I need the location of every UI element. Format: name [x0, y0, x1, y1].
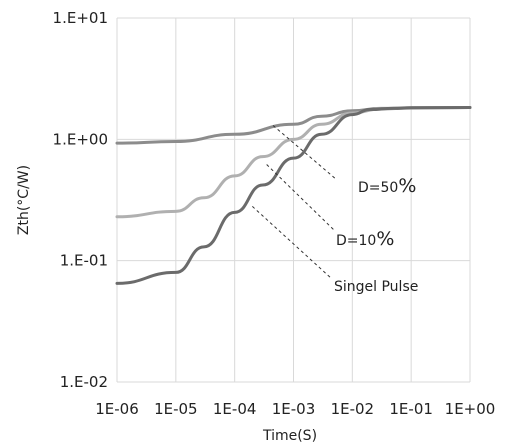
x-tick-label: 1E-03: [272, 400, 316, 418]
annotation-label: D=10%: [336, 228, 394, 250]
x-axis-title: Time(S): [262, 428, 317, 444]
grid-lines: [116, 17, 471, 383]
x-tick-label: 1E-06: [95, 400, 139, 418]
annotation-leader: [272, 125, 338, 181]
x-tick-label: 1E-04: [213, 400, 257, 418]
annotation-label: D=50%: [358, 175, 416, 197]
series-line-3: [115, 105, 472, 285]
tick-labels: 1E-06 1E-05 1E-04 1E-03 1E-02 1E-01 1E+00 1.E-0…: [53, 9, 496, 418]
x-tick-label: 1E-01: [389, 400, 433, 418]
annotation-label: Singel Pulse: [334, 279, 418, 295]
annotation-leader: [266, 164, 335, 231]
x-tick-label: 1E-05: [154, 400, 198, 418]
y-tick-label: 1.E-02: [60, 373, 108, 391]
x-tick-label: 1E+00: [445, 400, 496, 418]
series-lines: [115, 105, 472, 285]
y-tick-label: 1.E-01: [60, 252, 108, 270]
annotations: D=50% D=10% Singel Pulse: [252, 125, 418, 295]
y-axis-title: Zth(°C/W): [16, 165, 32, 235]
annotation-leader: [252, 206, 333, 280]
x-tick-label: 1E-02: [331, 400, 375, 418]
y-tick-label: 1.E+00: [53, 130, 108, 148]
y-tick-label: 1.E+01: [53, 9, 108, 27]
